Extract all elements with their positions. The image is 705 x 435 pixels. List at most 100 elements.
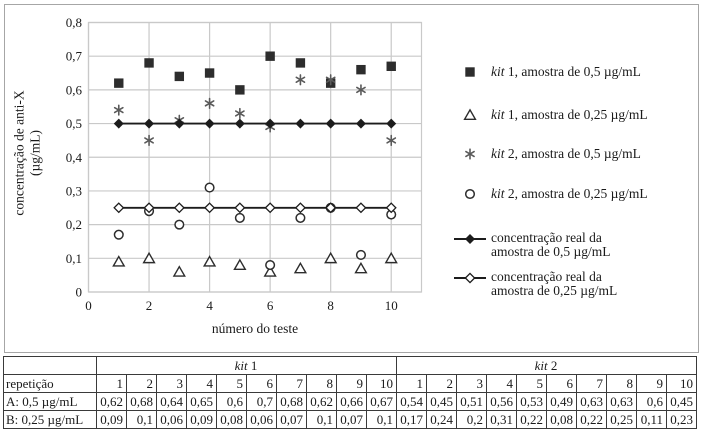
plot-area: 0 0,1 0,2 0,3 0,4 0,5 0,6 0,7 0,8 0 2 4 6 8 10 bbox=[66, 15, 423, 313]
y-axis-ticks: 0 0,1 0,2 0,3 0,4 0,5 0,6 0,7 0,8 bbox=[66, 15, 83, 300]
value-cell: 0,68 bbox=[126, 392, 157, 411]
repetition-cell: 8 bbox=[606, 374, 637, 393]
kit-group-header: kit 1 bbox=[96, 356, 397, 375]
series-5 bbox=[113, 202, 397, 214]
repetition-cell: 2 bbox=[126, 374, 157, 393]
series-4 bbox=[113, 118, 397, 129]
chart-figure: 0 0,1 0,2 0,3 0,4 0,5 0,6 0,7 0,8 0 2 4 6 8 10 concent… bbox=[4, 4, 699, 353]
y-axis-label-line1: concentração de anti-X bbox=[11, 90, 27, 216]
corner-cell bbox=[3, 356, 97, 375]
y-axis-label: concentração de anti-X (µg/mL) bbox=[11, 90, 42, 215]
value-cell: 0,08 bbox=[216, 410, 247, 429]
value-cell: 0,63 bbox=[576, 392, 607, 411]
x-tick-label: 6 bbox=[267, 298, 274, 313]
results-table: kit 1 kit 2 repetição 1 2 3 4 5 6 7 8 9 10 1 2 3 4 5 6 7 8 9 1… bbox=[3, 356, 697, 429]
value-cell: 0,45 bbox=[426, 392, 457, 411]
x-tick-label: 2 bbox=[146, 298, 153, 313]
value-cell: 0,53 bbox=[516, 392, 547, 411]
x-tick-label: 4 bbox=[206, 298, 213, 313]
series-1 bbox=[112, 251, 398, 277]
y-tick-label: 0,7 bbox=[66, 49, 83, 64]
repetition-cell: 9 bbox=[336, 374, 367, 393]
x-tick-label: 8 bbox=[327, 298, 334, 313]
value-cell: 0,08 bbox=[546, 410, 577, 429]
value-cell: 0,62 bbox=[96, 392, 127, 411]
y-tick-label: 0,5 bbox=[66, 116, 82, 131]
y-tick-label: 0,2 bbox=[66, 217, 82, 232]
y-tick-label: 0,4 bbox=[66, 150, 83, 165]
table-row: B: 0,25 µg/mL 0,09 0,1 0,06 0,09 0,08 0,06 0,07… bbox=[3, 410, 697, 429]
repetition-cell: 9 bbox=[636, 374, 667, 393]
value-cell: 0,23 bbox=[666, 410, 697, 429]
value-cell: 0,09 bbox=[186, 410, 217, 429]
value-cell: 0,07 bbox=[276, 410, 307, 429]
repetition-cell: 10 bbox=[666, 374, 697, 393]
y-tick-label: 0,3 bbox=[66, 183, 82, 198]
value-cell: 0,63 bbox=[606, 392, 637, 411]
value-cell: 0,1 bbox=[306, 410, 337, 429]
value-cell: 0,17 bbox=[396, 410, 427, 429]
repetition-cell: 8 bbox=[306, 374, 337, 393]
repetition-cell: 3 bbox=[156, 374, 187, 393]
repetition-cell: 10 bbox=[366, 374, 397, 393]
repetition-cell: 4 bbox=[186, 374, 217, 393]
row-label: repetição bbox=[3, 374, 97, 393]
repetition-cell: 6 bbox=[246, 374, 277, 393]
y-tick-label: 0,8 bbox=[66, 15, 82, 30]
repetition-cell: 5 bbox=[216, 374, 247, 393]
y-tick-label: 0,1 bbox=[66, 251, 82, 266]
value-cell: 0,45 bbox=[666, 392, 697, 411]
value-cell: 0,25 bbox=[606, 410, 637, 429]
repetition-cell: 7 bbox=[576, 374, 607, 393]
x-axis-label: número do teste bbox=[211, 321, 299, 336]
value-cell: 0,11 bbox=[636, 410, 667, 429]
table-row: repetição 1 2 3 4 5 6 7 8 9 10 1 2 3 4 5 6 7 8 9 10 bbox=[3, 374, 697, 393]
series-0 bbox=[114, 51, 396, 95]
value-cell: 0,31 bbox=[486, 410, 517, 429]
value-cell: 0,6 bbox=[216, 392, 247, 411]
value-cell: 0,65 bbox=[186, 392, 217, 411]
row-label: A: 0,5 µg/mL bbox=[3, 392, 97, 411]
repetition-cell: 1 bbox=[396, 374, 427, 393]
value-cell: 0,2 bbox=[456, 410, 487, 429]
y-axis-label-line2: (µg/mL) bbox=[27, 129, 42, 177]
value-cell: 0,49 bbox=[546, 392, 577, 411]
x-axis-ticks: 0 2 4 6 8 10 bbox=[85, 298, 397, 313]
value-cell: 0,24 bbox=[426, 410, 457, 429]
value-cell: 0,1 bbox=[366, 410, 397, 429]
repetition-cell: 5 bbox=[516, 374, 547, 393]
repetition-cell: 6 bbox=[546, 374, 577, 393]
x-tick-label: 0 bbox=[85, 298, 92, 313]
value-cell: 0,66 bbox=[336, 392, 367, 411]
value-cell: 0,22 bbox=[576, 410, 607, 429]
y-tick-label: 0,6 bbox=[66, 82, 83, 97]
value-cell: 0,09 bbox=[96, 410, 127, 429]
repetition-cell: 2 bbox=[426, 374, 457, 393]
value-cell: 0,56 bbox=[486, 392, 517, 411]
value-cell: 0,1 bbox=[126, 410, 157, 429]
value-cell: 0,06 bbox=[246, 410, 277, 429]
value-cell: 0,54 bbox=[396, 392, 427, 411]
value-cell: 0,62 bbox=[306, 392, 337, 411]
value-cell: 0,67 bbox=[366, 392, 397, 411]
value-cell: 0,07 bbox=[336, 410, 367, 429]
value-cell: 0,22 bbox=[516, 410, 547, 429]
repetition-cell: 3 bbox=[456, 374, 487, 393]
repetition-cell: 1 bbox=[96, 374, 127, 393]
value-cell: 0,06 bbox=[156, 410, 187, 429]
kit-group-header: kit 2 bbox=[396, 356, 697, 375]
table-row: kit 1 kit 2 bbox=[3, 356, 697, 375]
series-2 bbox=[113, 74, 397, 147]
series-3 bbox=[113, 182, 397, 271]
x-tick-label: 10 bbox=[385, 298, 398, 313]
value-cell: 0,7 bbox=[246, 392, 277, 411]
row-label: B: 0,25 µg/mL bbox=[3, 410, 97, 429]
repetition-cell: 4 bbox=[486, 374, 517, 393]
value-cell: 0,51 bbox=[456, 392, 487, 411]
repetition-cell: 7 bbox=[276, 374, 307, 393]
y-tick-label: 0 bbox=[76, 285, 83, 300]
gridlines bbox=[87, 21, 423, 293]
value-cell: 0,64 bbox=[156, 392, 187, 411]
value-cell: 0,6 bbox=[636, 392, 667, 411]
